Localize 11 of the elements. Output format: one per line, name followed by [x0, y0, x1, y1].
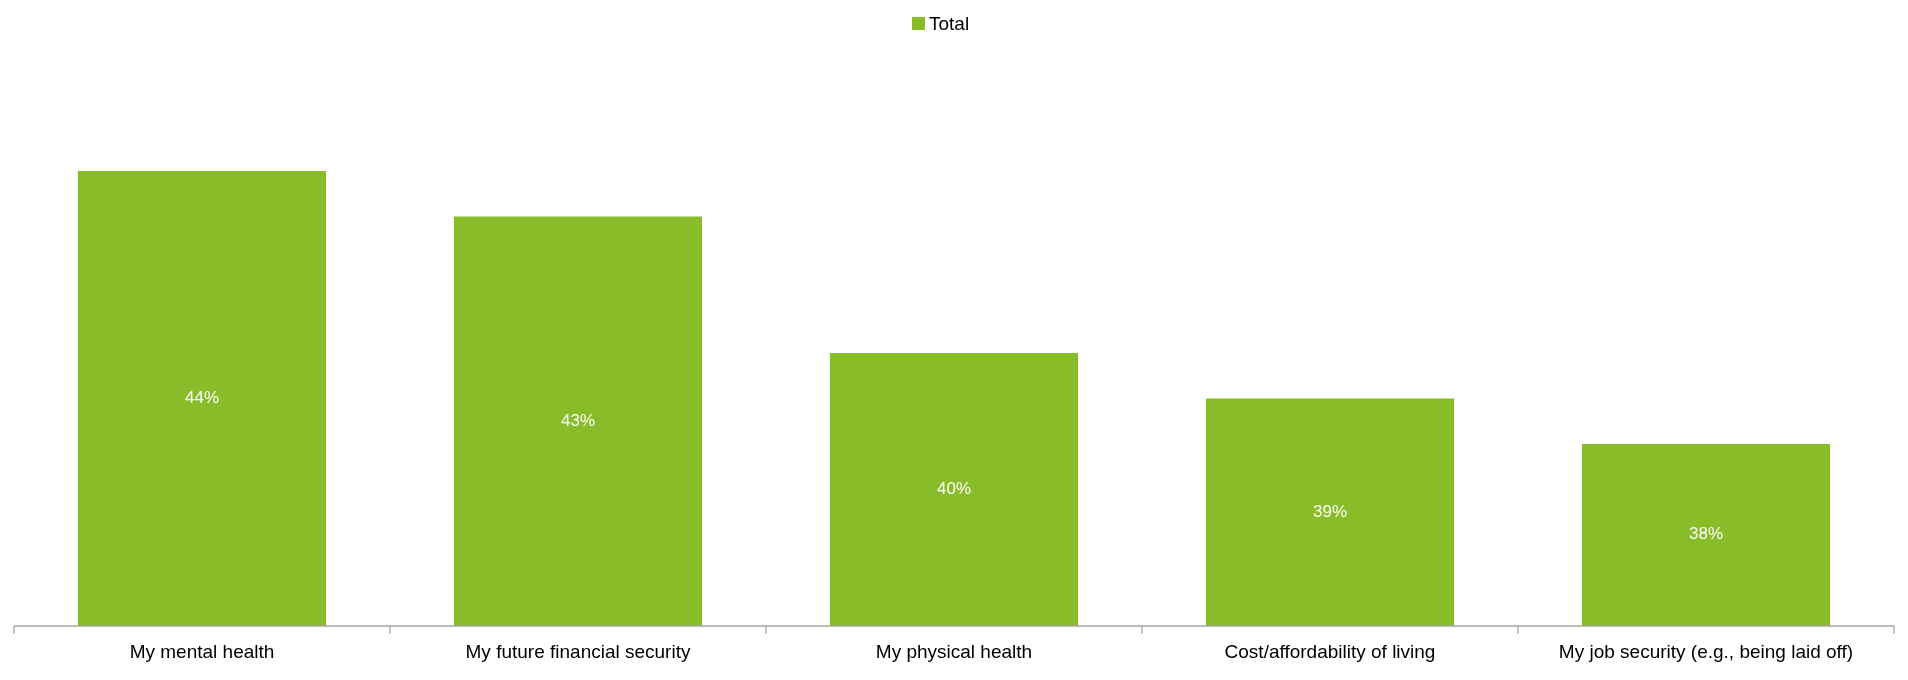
data-label: 44% [184, 387, 220, 407]
x-tick-label: My future financial security [465, 641, 691, 662]
data-label: 40% [936, 478, 972, 498]
data-label: 39% [1312, 501, 1348, 521]
x-tick-label: My mental health [129, 641, 275, 662]
data-label: 38% [1688, 524, 1724, 544]
x-tick-label: My physical health [875, 641, 1033, 662]
x-tick-label: My job security (e.g., being laid off) [1558, 641, 1854, 662]
x-tick-label: Cost/affordability of living [1224, 641, 1436, 662]
legend-label: Total [929, 13, 970, 35]
data-label: 43% [560, 410, 596, 430]
